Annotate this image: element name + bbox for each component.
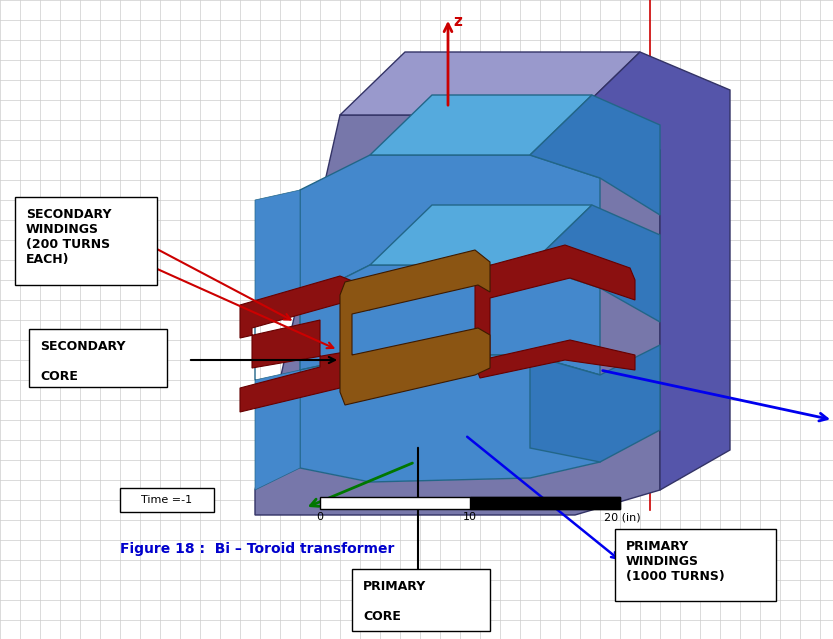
Text: 20 (in): 20 (in) <box>604 512 641 522</box>
Polygon shape <box>255 115 660 515</box>
FancyBboxPatch shape <box>352 569 490 631</box>
Bar <box>320 497 620 509</box>
Polygon shape <box>370 205 592 265</box>
Polygon shape <box>255 190 300 490</box>
Polygon shape <box>530 205 660 322</box>
Text: 0: 0 <box>317 512 323 522</box>
Text: PRIMARY
WINDINGS
(1000 TURNS): PRIMARY WINDINGS (1000 TURNS) <box>626 540 725 583</box>
Polygon shape <box>300 265 600 375</box>
Text: Figure 18 :  Bi – Toroid transformer: Figure 18 : Bi – Toroid transformer <box>120 542 394 556</box>
Polygon shape <box>240 276 370 412</box>
Text: PRIMARY

CORE: PRIMARY CORE <box>363 580 426 623</box>
Polygon shape <box>370 95 592 155</box>
Polygon shape <box>575 52 730 490</box>
Polygon shape <box>475 245 635 378</box>
Text: 10: 10 <box>463 512 477 522</box>
Text: SECONDARY

CORE: SECONDARY CORE <box>40 340 126 383</box>
Text: Time =-1: Time =-1 <box>142 495 192 505</box>
Polygon shape <box>530 345 660 462</box>
Text: z: z <box>453 14 461 29</box>
Text: SECONDARY
WINDINGS
(200 TURNS
EACH): SECONDARY WINDINGS (200 TURNS EACH) <box>26 208 112 266</box>
FancyBboxPatch shape <box>615 529 776 601</box>
Polygon shape <box>300 155 600 300</box>
Polygon shape <box>530 95 660 215</box>
Bar <box>470 497 620 509</box>
FancyBboxPatch shape <box>15 197 157 285</box>
Polygon shape <box>340 250 490 405</box>
Polygon shape <box>340 52 640 115</box>
FancyBboxPatch shape <box>120 488 214 512</box>
Polygon shape <box>300 355 600 482</box>
Polygon shape <box>300 355 600 482</box>
Polygon shape <box>300 165 600 430</box>
FancyBboxPatch shape <box>29 329 167 387</box>
